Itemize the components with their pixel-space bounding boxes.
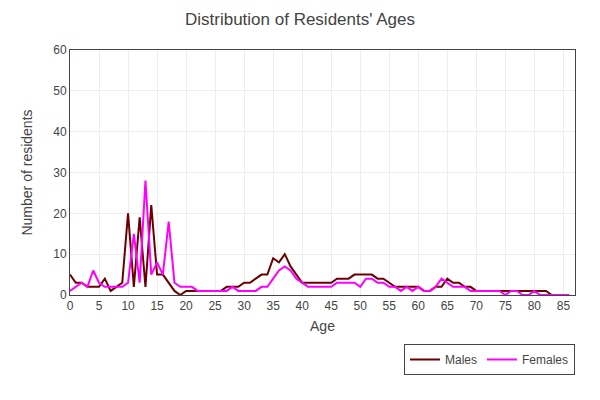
svg-text:80: 80 [528,299,542,313]
svg-text:30: 30 [53,166,67,180]
svg-text:30: 30 [237,299,251,313]
svg-text:50: 50 [354,299,368,313]
svg-text:Distribution of Residents' Age: Distribution of Residents' Ages [185,10,415,29]
svg-text:35: 35 [266,299,280,313]
svg-text:40: 40 [296,299,310,313]
svg-text:10: 10 [121,299,135,313]
svg-text:75: 75 [499,299,513,313]
svg-text:50: 50 [53,84,67,98]
svg-text:60: 60 [53,43,67,57]
svg-text:Number of residents: Number of residents [19,109,35,235]
svg-text:40: 40 [53,125,67,139]
svg-text:Males: Males [445,353,477,367]
svg-text:65: 65 [441,299,455,313]
svg-text:55: 55 [383,299,397,313]
svg-text:25: 25 [208,299,222,313]
svg-text:10: 10 [53,247,67,261]
svg-text:0: 0 [60,288,67,302]
svg-text:Age: Age [310,318,335,334]
svg-text:0: 0 [67,299,74,313]
svg-text:15: 15 [150,299,164,313]
svg-text:60: 60 [412,299,426,313]
svg-text:45: 45 [325,299,339,313]
svg-text:20: 20 [53,207,67,221]
svg-text:85: 85 [557,299,571,313]
svg-text:20: 20 [179,299,193,313]
svg-text:5: 5 [96,299,103,313]
svg-text:70: 70 [470,299,484,313]
svg-text:Females: Females [522,353,568,367]
